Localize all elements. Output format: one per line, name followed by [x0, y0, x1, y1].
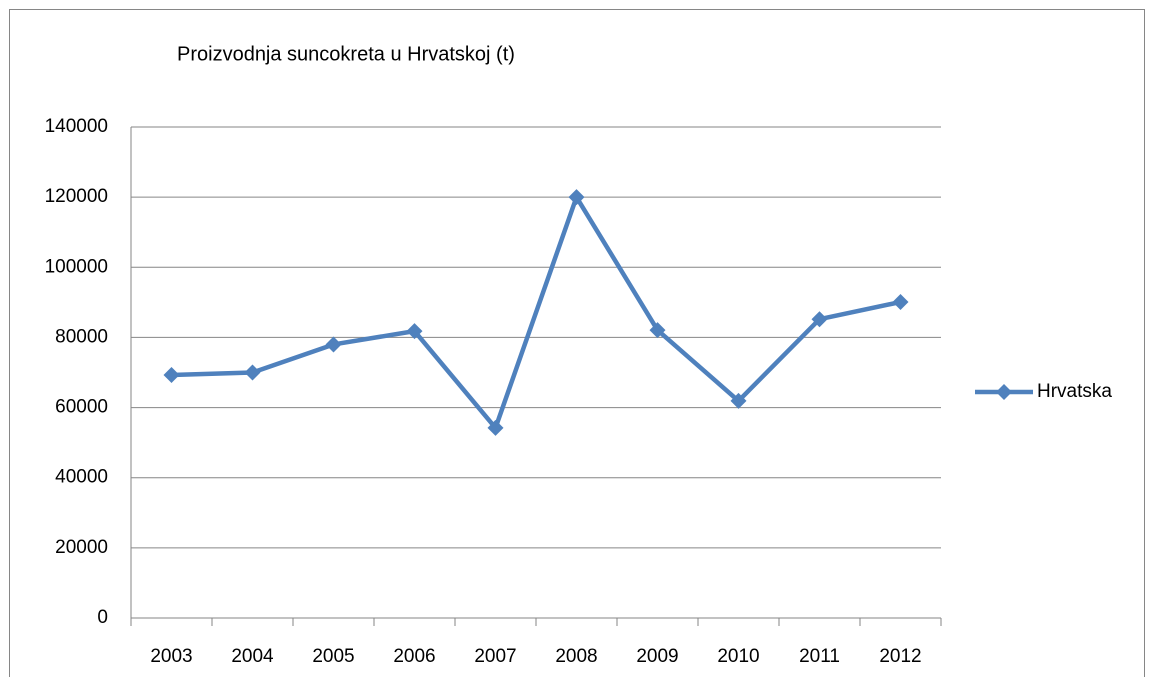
y-tick-label: 60000 [55, 397, 108, 418]
x-tick-label: 2008 [555, 646, 597, 667]
x-tick-label: 2010 [717, 646, 759, 667]
x-tick-label: 2012 [879, 646, 921, 667]
point-marker [649, 322, 666, 339]
y-tick-label: 80000 [55, 326, 108, 347]
x-tick-label: 2004 [231, 646, 274, 667]
chart-border [9, 9, 1145, 682]
legend-label: Hrvatska [1037, 381, 1112, 402]
point-marker [811, 311, 828, 328]
x-tick-label: 2003 [150, 646, 192, 667]
y-tick-label: 120000 [45, 186, 108, 207]
y-tick-label: 100000 [45, 256, 108, 277]
point-marker [406, 323, 423, 340]
x-tick-label: 2007 [474, 646, 516, 667]
legend-marker [996, 384, 1012, 400]
point-marker [487, 419, 504, 436]
point-marker [163, 366, 180, 383]
point-marker [730, 392, 747, 409]
x-tick-label: 2009 [636, 646, 678, 667]
y-tick-label: 40000 [55, 467, 108, 488]
point-marker [325, 336, 342, 353]
x-tick-label: 2011 [799, 646, 840, 667]
point-marker [244, 364, 261, 381]
x-tick-label: 2005 [312, 646, 354, 667]
point-marker [568, 189, 585, 206]
series-line [171, 194, 901, 431]
y-tick-label: 0 [97, 607, 108, 628]
x-tick-label: 2006 [393, 646, 435, 667]
y-tick-label: 20000 [55, 537, 108, 558]
chart-title: Proizvodnja suncokreta u Hrvatskoj (t) [177, 43, 515, 65]
point-marker [892, 294, 909, 311]
y-tick-label: 140000 [45, 116, 108, 137]
